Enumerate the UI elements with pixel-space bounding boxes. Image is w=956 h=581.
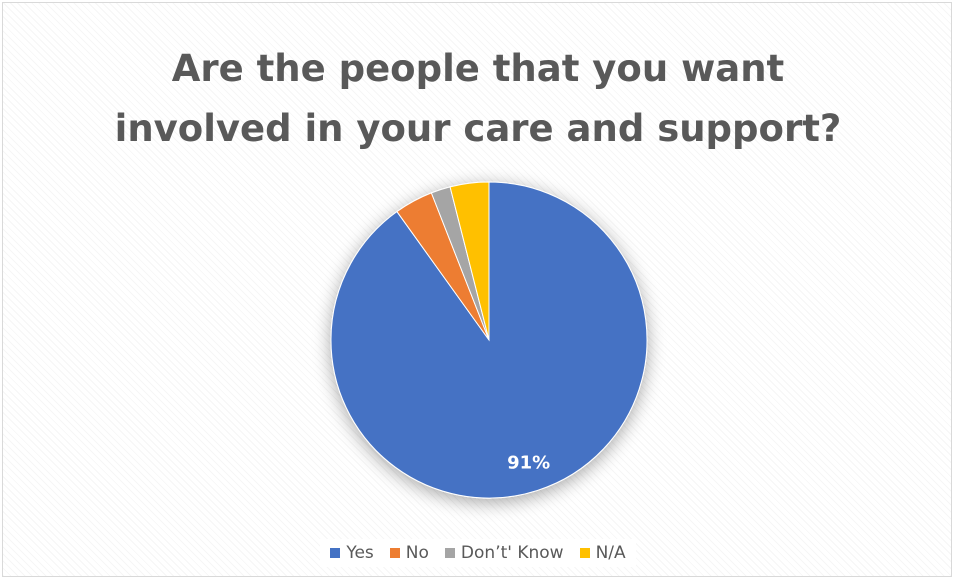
legend-swatch [330, 548, 341, 558]
chart-title: Are the people that you want involved in… [3, 39, 953, 159]
legend-label: Don’t' Know [460, 543, 564, 563]
legend-entry-no: No [389, 543, 429, 563]
legend-entry-don-t-know: Don’t' Know [444, 543, 564, 563]
legend-swatch [579, 548, 590, 558]
legend-entry-yes: Yes [330, 543, 374, 563]
legend-swatch [444, 548, 455, 558]
legend-label: No [405, 543, 429, 563]
legend-entry-n-a: N/A [579, 543, 626, 563]
pie-chart: 91% [330, 181, 648, 499]
data-label-yes: 91% [507, 452, 550, 473]
chart-title-line-1: Are the people that you want [171, 47, 785, 90]
chart-legend: Yes No Don’t' Know N/A [3, 539, 953, 567]
legend-label: Yes [346, 543, 374, 563]
pie-slices [330, 181, 648, 499]
chart-title-line-2: involved in your care and support? [114, 107, 842, 150]
legend-swatch [389, 548, 400, 558]
legend-label: N/A [595, 543, 626, 563]
pie-labels: 91% [507, 452, 550, 473]
pie-slice-n-a [449, 181, 490, 341]
